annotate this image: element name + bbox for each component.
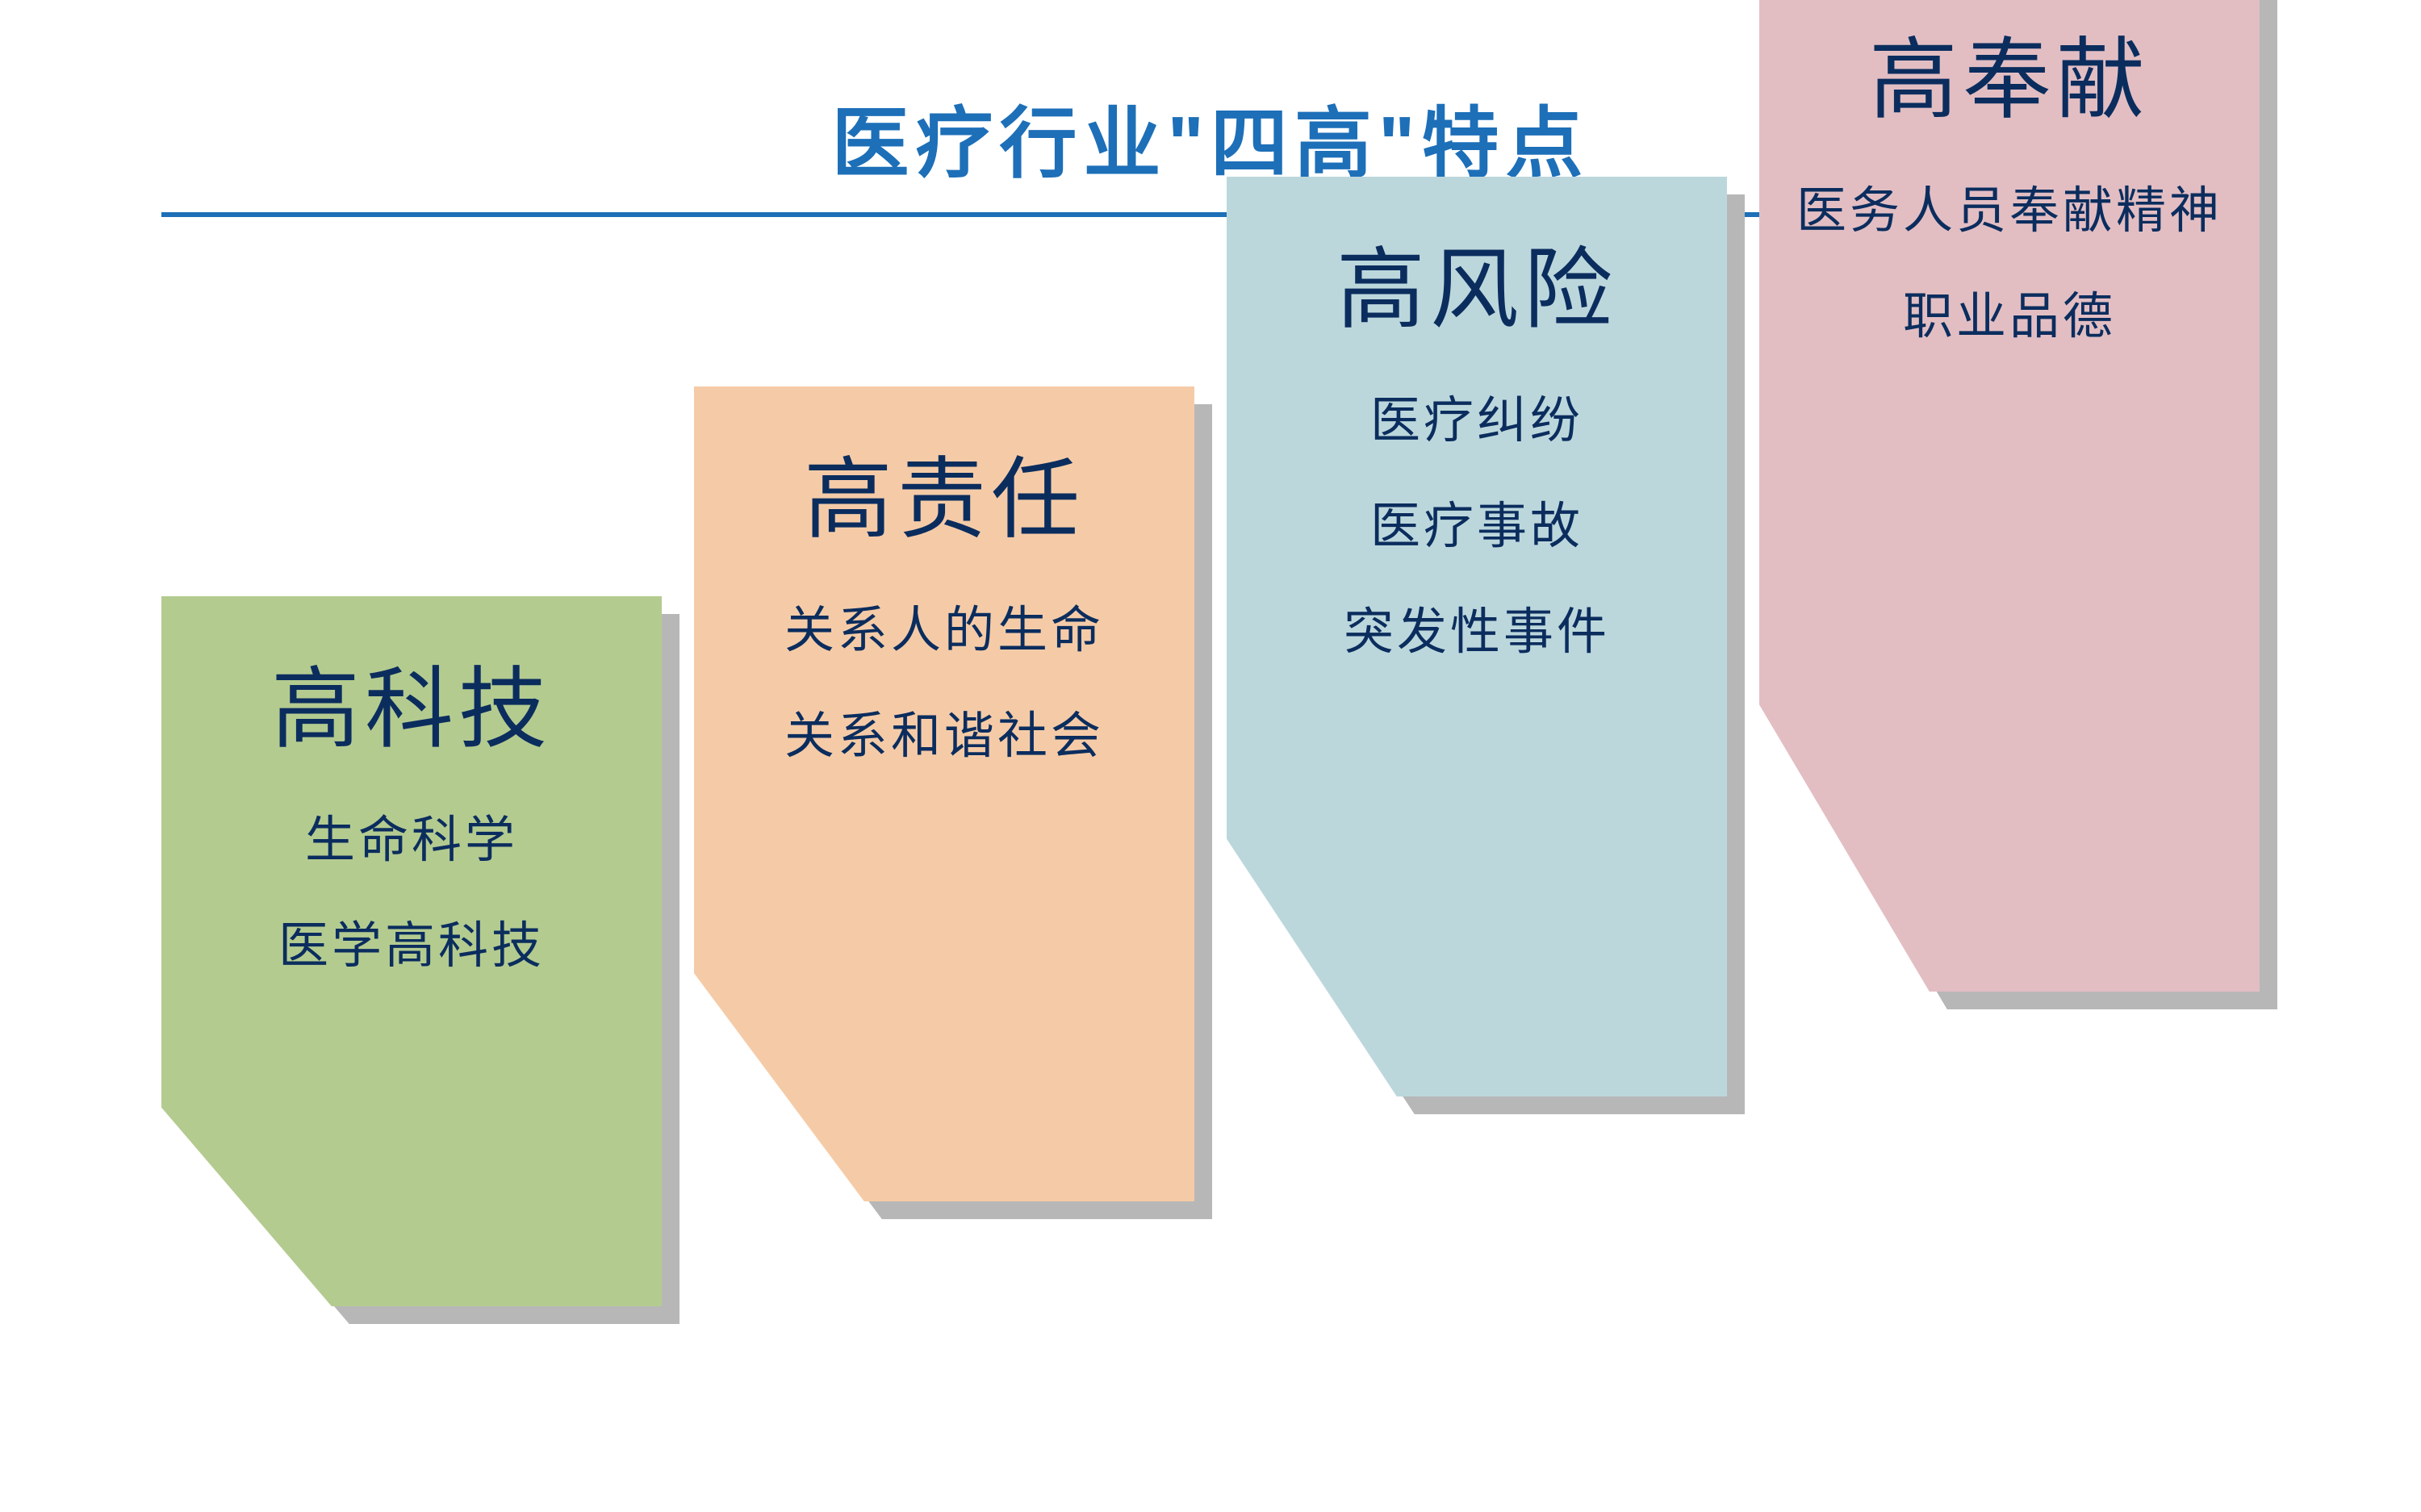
card-responsibility: 高责任关系人的生命关系和谐社会 [694, 386, 1194, 1201]
card-title: 高责任 [804, 427, 1085, 556]
card-line-0: 医务人员奉献精神 [1772, 177, 2247, 247]
card-line-1: 医学高科技 [254, 912, 569, 982]
cards-area: 高科技生命科学医学高科技高责任关系人的生命关系和谐社会高风险医疗纠纷医疗事故突发… [161, 378, 2260, 1427]
card-dedication: 高奉献医务人员奉献精神职业品德 [1759, 0, 2260, 992]
card-line-1: 医疗事故 [1346, 492, 1608, 562]
card-line-0: 生命科学 [281, 806, 542, 876]
card-body: 高奉献医务人员奉献精神职业品德 [1759, 0, 2260, 992]
card-title: 高风险 [1336, 217, 1617, 346]
card-line-1: 关系和谐社会 [760, 702, 1128, 772]
card-title: 高奉献 [1869, 7, 2150, 136]
card-line-1: 职业品德 [1879, 282, 2140, 353]
card-body: 高责任关系人的生命关系和谐社会 [694, 386, 1194, 1201]
card-line-2: 突发性事件 [1319, 598, 1634, 668]
card-line-0: 关系人的生命 [760, 596, 1128, 666]
card-tech: 高科技生命科学医学高科技 [161, 596, 662, 1306]
card-line-0: 医疗纠纷 [1346, 386, 1608, 457]
card-risk: 高风险医疗纠纷医疗事故突发性事件 [1227, 177, 1727, 1096]
card-body: 高风险医疗纠纷医疗事故突发性事件 [1227, 177, 1727, 1096]
card-body: 高科技生命科学医学高科技 [161, 596, 662, 1306]
card-title: 高科技 [271, 637, 552, 766]
